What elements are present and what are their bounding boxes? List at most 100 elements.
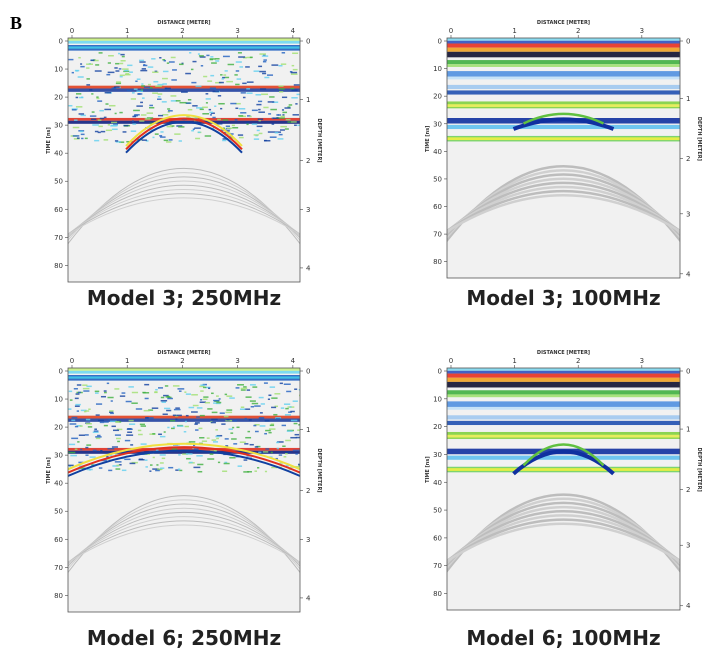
speckle: [240, 406, 245, 408]
x-tick-label: 4: [291, 357, 296, 365]
x-tick-label: 2: [180, 27, 184, 35]
speckle: [228, 428, 233, 430]
reflection-band: [447, 401, 680, 407]
speckle: [136, 78, 141, 80]
speckle: [148, 409, 154, 411]
speckle: [152, 92, 159, 94]
speckle: [146, 112, 154, 114]
speckle: [179, 101, 187, 104]
speckle: [114, 86, 120, 88]
speckle: [86, 385, 92, 388]
speckle: [184, 425, 189, 428]
speckle: [154, 133, 159, 135]
speckle: [225, 445, 229, 447]
speckle: [121, 469, 127, 472]
x-axis-title: DISTANCE [METER]: [537, 20, 590, 26]
diffraction: [447, 506, 680, 565]
speckle: [196, 407, 203, 409]
speckle: [243, 459, 248, 461]
diffraction: [68, 184, 300, 236]
speckle: [223, 415, 229, 418]
y2-tick-label: 1: [686, 426, 690, 434]
speckle: [106, 455, 109, 458]
speckle: [77, 441, 80, 443]
speckle: [69, 399, 73, 401]
speckle: [222, 127, 225, 129]
reflection-band: [447, 137, 680, 141]
speckle: [246, 56, 253, 59]
y-tick-label: 20: [54, 94, 63, 102]
speckle: [273, 117, 280, 119]
speckle: [172, 385, 180, 387]
speckle: [243, 386, 247, 388]
diffraction: [68, 516, 300, 564]
reflection-band: [447, 51, 680, 58]
y2-tick-label: 2: [686, 486, 690, 494]
speckle: [130, 444, 134, 446]
speckle: [95, 450, 100, 453]
speckle: [258, 119, 261, 122]
speckle: [103, 116, 107, 119]
speckle: [126, 89, 132, 92]
speckle: [166, 141, 172, 143]
speckle: [211, 62, 217, 64]
speckle: [294, 388, 298, 390]
speckle: [124, 439, 131, 442]
speckle: [221, 423, 226, 425]
speckle: [236, 426, 240, 429]
speckle: [175, 418, 178, 420]
speckle: [119, 75, 123, 78]
speckle: [184, 391, 187, 393]
speckle: [200, 399, 203, 401]
diffraction: [447, 177, 680, 235]
speckle: [118, 68, 122, 70]
speckle: [282, 111, 288, 114]
speckle: [244, 417, 247, 420]
speckle: [95, 414, 100, 416]
speckle: [118, 52, 121, 55]
speckle: [173, 408, 181, 411]
speckle: [147, 83, 151, 86]
speckle: [137, 93, 143, 95]
speckle: [202, 113, 210, 115]
speckle: [287, 106, 291, 108]
speckle: [160, 396, 165, 399]
y-tick-label: 40: [54, 480, 63, 488]
x-axis-title: DISTANCE [METER]: [537, 350, 590, 356]
speckle: [294, 433, 300, 436]
speckle: [115, 421, 120, 423]
speckle: [113, 429, 120, 432]
speckle: [85, 423, 92, 425]
speckle: [85, 446, 89, 449]
speckle: [171, 427, 175, 430]
speckle: [155, 388, 158, 391]
speckle: [92, 124, 99, 126]
speckle: [163, 59, 166, 62]
speckle: [263, 54, 266, 57]
speckle: [209, 114, 212, 116]
y-axis-title: TIME [ns]: [425, 126, 431, 153]
speckle: [144, 459, 148, 461]
speckle: [158, 114, 164, 117]
target-hyperbola: [125, 114, 243, 147]
speckle: [109, 454, 113, 456]
speckle: [259, 70, 266, 73]
speckle: [292, 114, 299, 116]
speckle: [80, 65, 85, 68]
speckle: [98, 467, 103, 469]
speckle: [92, 431, 99, 434]
speckle: [143, 409, 150, 412]
speckle: [288, 411, 292, 413]
speckle: [86, 468, 93, 471]
speckle: [140, 101, 143, 104]
speckle: [245, 436, 252, 439]
speckle: [142, 97, 145, 99]
speckle: [70, 454, 77, 457]
speckle: [267, 101, 275, 103]
speckle: [83, 390, 90, 392]
speckle: [224, 70, 228, 72]
speckle: [195, 107, 203, 109]
speckle: [104, 108, 112, 111]
speckle: [114, 388, 120, 390]
